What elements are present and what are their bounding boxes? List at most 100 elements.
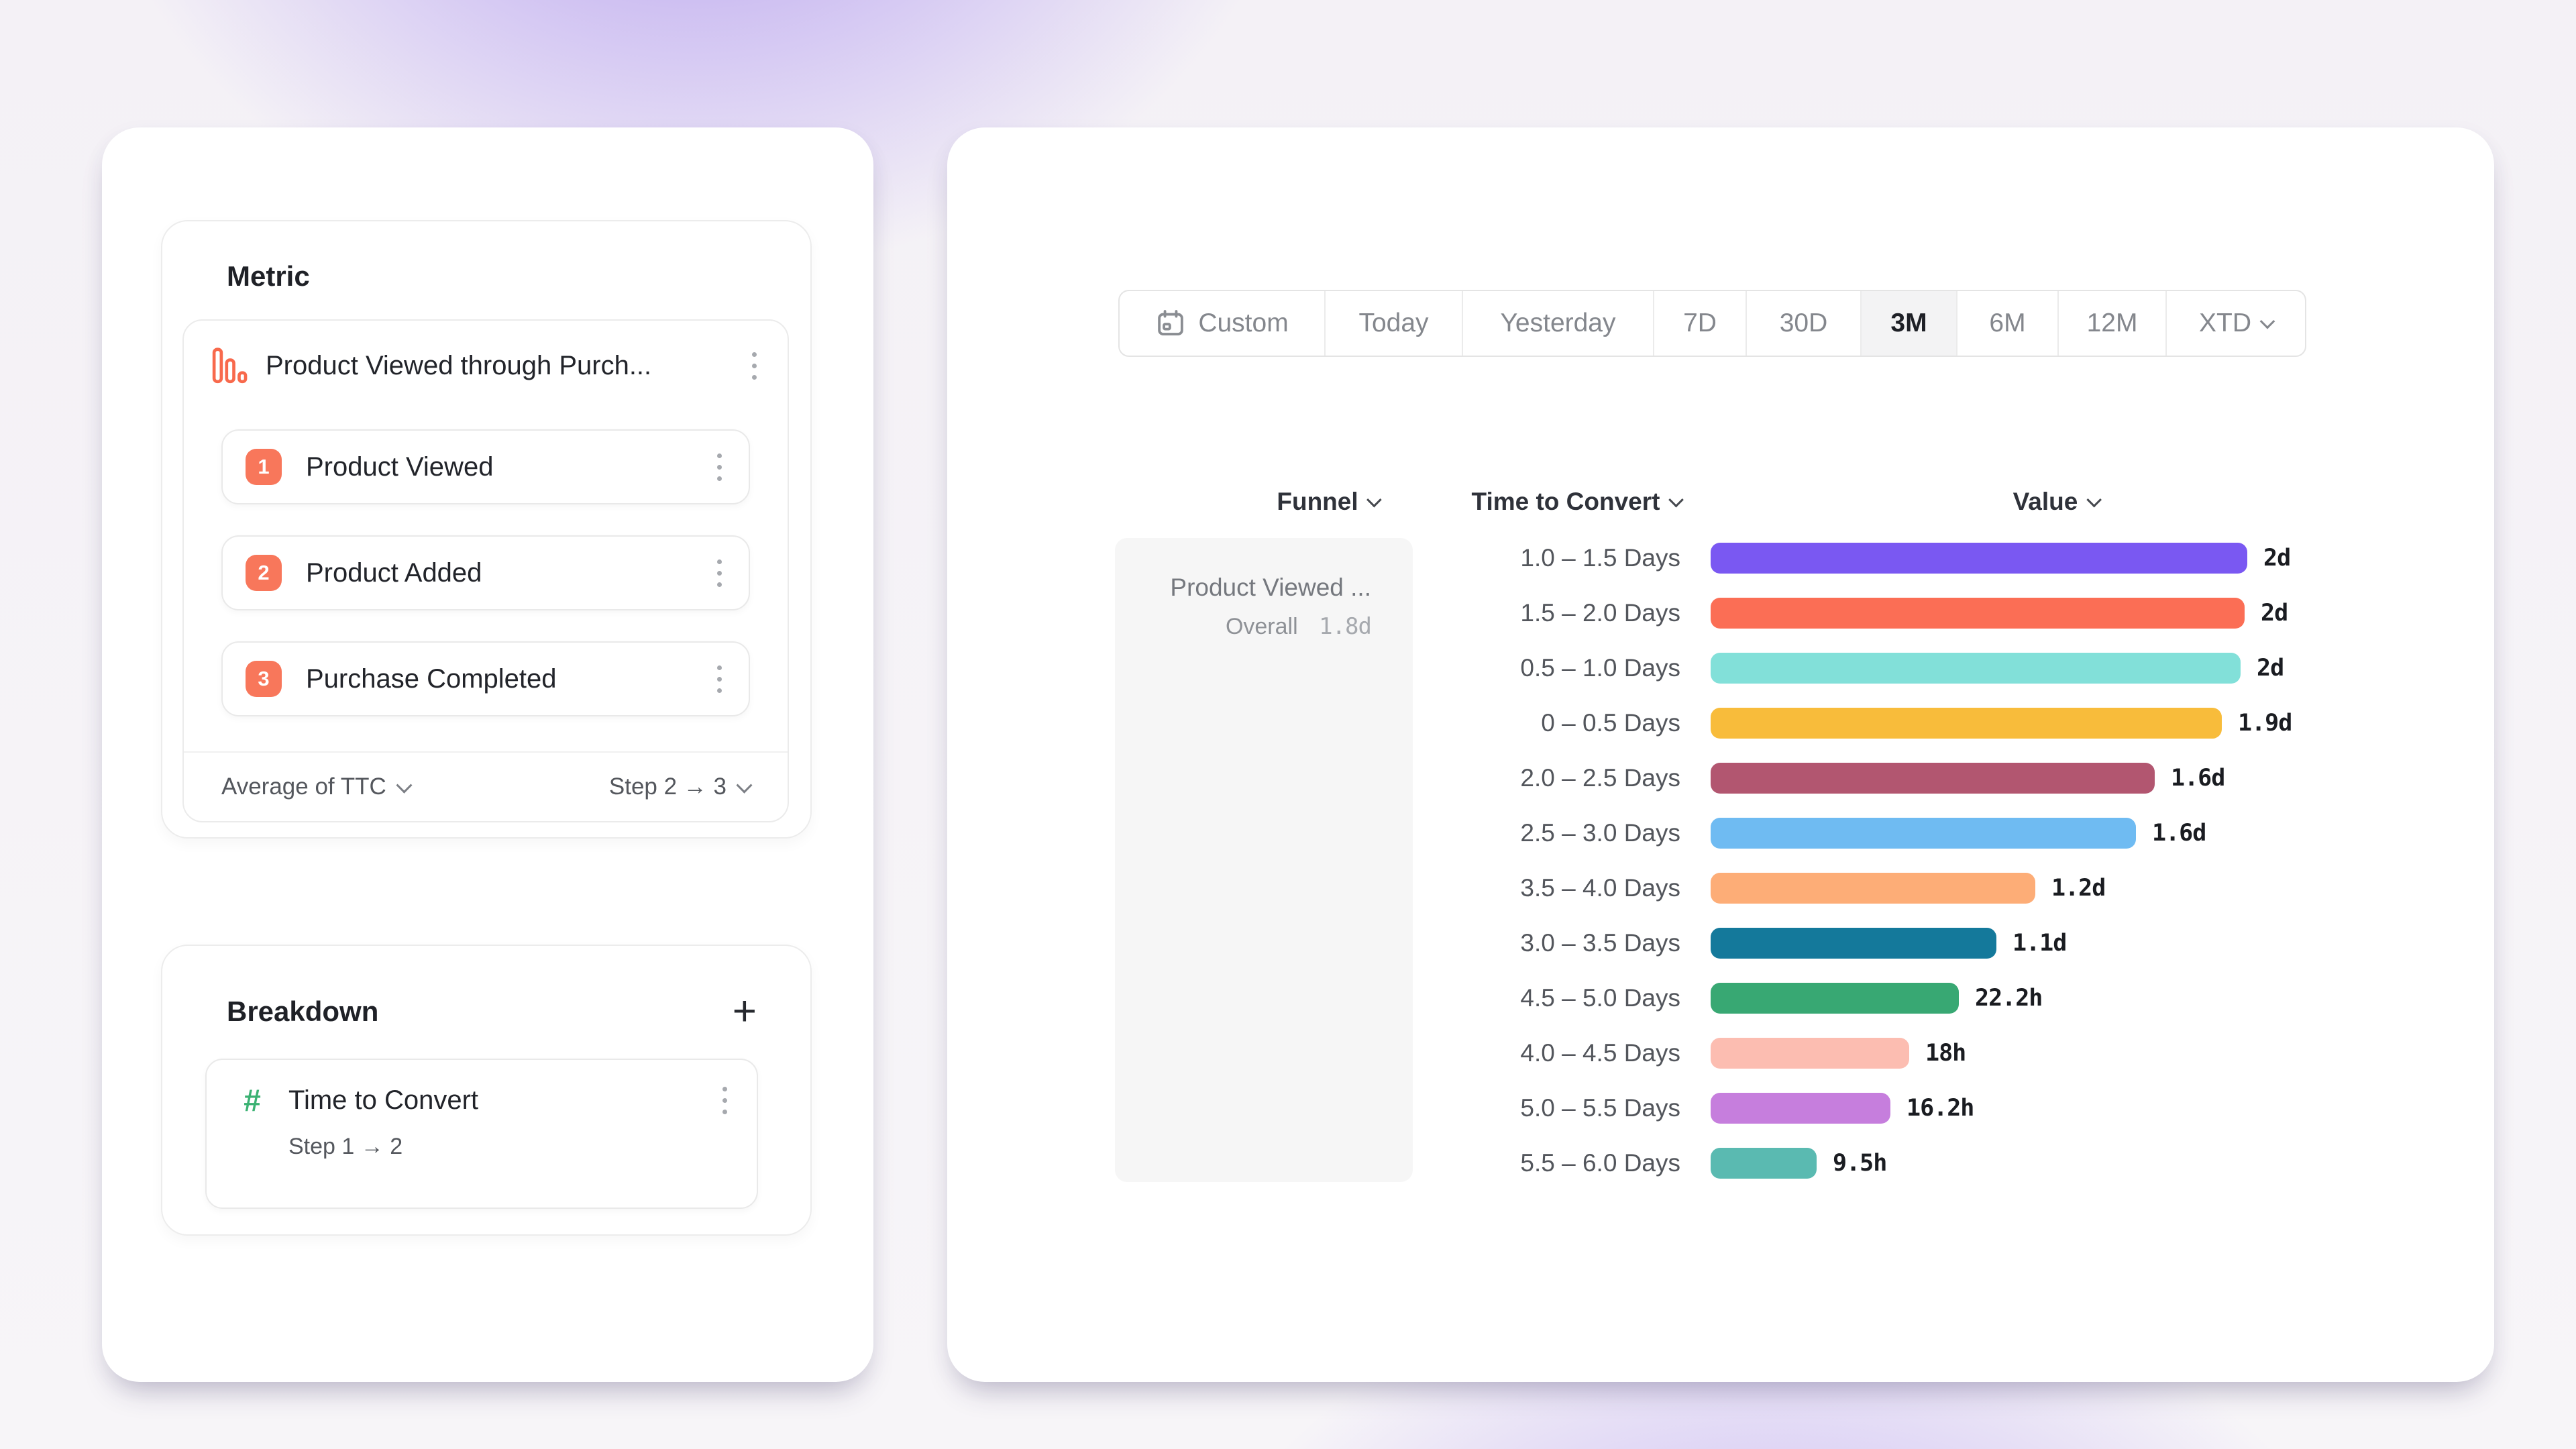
breakdown-section-title: Breakdown [227, 996, 379, 1027]
table-row: 5.5 – 6.0 Days 9.5h [947, 1136, 2494, 1191]
bucket-label: 0 – 0.5 Days [1541, 709, 1680, 737]
value-bar[interactable] [1711, 708, 2222, 739]
funnel-metric-title: Product Viewed through Purch... [266, 350, 652, 380]
value-bar[interactable] [1711, 763, 2155, 794]
date-range-label: Today [1358, 309, 1429, 337]
kebab-menu-icon[interactable] [748, 348, 761, 384]
date-range-option-custom[interactable]: Custom [1120, 291, 1324, 356]
date-range-label: Custom [1198, 309, 1289, 337]
step-event-label: Product Added [306, 557, 482, 588]
table-row: 3.0 – 3.5 Days 1.1d [947, 916, 2494, 971]
table-row: 2.5 – 3.0 Days 1.6d [947, 806, 2494, 861]
metric-footer-divider [184, 751, 788, 753]
overall-value: 1.8d [1319, 613, 1372, 640]
value-label: 2d [2261, 600, 2288, 627]
value-label: 2d [2257, 655, 2284, 682]
chevron-down-icon [396, 777, 413, 794]
bucket-label: 2.0 – 2.5 Days [1520, 764, 1680, 792]
breakdown-section: Breakdown + # Time to Convert Step 1 → 2 [161, 945, 812, 1236]
column-header-funnel[interactable]: Funnel [1277, 486, 1382, 518]
value-bar[interactable] [1711, 873, 2035, 904]
funnel-steps: 1 Product Viewed 2 Product Added 3 Purchase C… [184, 411, 788, 747]
value-bar[interactable] [1711, 598, 2245, 629]
chevron-down-icon [2086, 492, 2102, 508]
value-bar[interactable] [1711, 1038, 1909, 1069]
aggregation-label: Average of TTC [221, 773, 386, 800]
kebab-menu-icon[interactable] [713, 555, 726, 591]
chevron-down-icon [2259, 313, 2275, 329]
value-label: 1.6d [2152, 820, 2206, 847]
funnel-group-cell[interactable]: Product Viewed ... Overall 1.8d [1115, 538, 1413, 1182]
step-range-dropdown[interactable]: Step 2 → 3 [609, 773, 753, 800]
chevron-down-icon [1366, 492, 1382, 508]
add-breakdown-button[interactable]: + [732, 988, 757, 1034]
step-number-badge: 2 [246, 555, 282, 591]
date-range-label: Yesterday [1500, 309, 1616, 337]
kebab-menu-icon[interactable] [713, 661, 726, 697]
value-label: 18h [1925, 1040, 1966, 1067]
value-bar[interactable] [1711, 928, 1996, 959]
query-builder-panel: Metric Product Viewed through Purch... 1… [102, 127, 873, 1382]
chevron-down-icon [1668, 492, 1684, 508]
value-bar[interactable] [1711, 983, 1959, 1014]
breakdown-header: Breakdown + [227, 991, 757, 1032]
column-header-value[interactable]: Value [2013, 486, 2102, 518]
value-label: 2d [2263, 545, 2291, 572]
column-header-time-to-convert[interactable]: Time to Convert [1472, 486, 1684, 518]
value-bar[interactable] [1711, 818, 2136, 849]
table-row: 4.0 – 4.5 Days 18h [947, 1026, 2494, 1081]
date-range-option-xtd[interactable]: XTD [2165, 291, 2305, 356]
bucket-label: 1.0 – 1.5 Days [1520, 544, 1680, 572]
metric-section-title: Metric [227, 260, 310, 292]
table-row: 3.5 – 4.0 Days 1.2d [947, 861, 2494, 916]
date-range-label: 6M [1989, 309, 2026, 337]
kebab-menu-icon[interactable] [713, 449, 726, 485]
step-event-label: Product Viewed [306, 451, 494, 482]
funnel-metric-row[interactable]: Product Viewed through Purch... [184, 321, 788, 411]
value-bar[interactable] [1711, 543, 2247, 574]
date-range-option-7d[interactable]: 7D [1653, 291, 1746, 356]
bucket-label: 1.5 – 2.0 Days [1520, 599, 1680, 627]
calendar-icon [1158, 310, 1184, 336]
funnel-step-card[interactable]: 2 Product Added [221, 535, 750, 610]
value-bar[interactable] [1711, 1093, 1890, 1124]
date-range-option-3m[interactable]: 3M [1860, 291, 1956, 356]
step-number-badge: 3 [246, 661, 282, 697]
table-row: 0.5 – 1.0 Days 2d [947, 641, 2494, 696]
value-bar[interactable] [1711, 1148, 1817, 1179]
funnel-step-card[interactable]: 3 Purchase Completed [221, 641, 750, 716]
metric-card[interactable]: Product Viewed through Purch... 1 Product… [182, 319, 789, 822]
value-bar[interactable] [1711, 653, 2241, 684]
bucket-label: 3.0 – 3.5 Days [1520, 929, 1680, 957]
value-label: 1.2d [2051, 875, 2106, 902]
table-row: 5.0 – 5.5 Days 16.2h [947, 1081, 2494, 1136]
value-label: 1.1d [2012, 930, 2067, 957]
table-row: 0 – 0.5 Days 1.9d [947, 696, 2494, 751]
hash-number-icon: # [244, 1083, 261, 1118]
step-event-label: Purchase Completed [306, 663, 557, 694]
date-range-label: 30D [1779, 309, 1828, 337]
bucket-label: 3.5 – 4.0 Days [1520, 874, 1680, 902]
date-range-option-12m[interactable]: 12M [2057, 291, 2165, 356]
date-range-option-yesterday[interactable]: Yesterday [1462, 291, 1653, 356]
value-label: 1.6d [2171, 765, 2225, 792]
date-range-label: 7D [1683, 309, 1717, 337]
aggregation-dropdown[interactable]: Average of TTC [221, 773, 413, 800]
funnel-chart-icon [212, 347, 248, 384]
funnel-step-card[interactable]: 1 Product Viewed [221, 429, 750, 504]
value-label: 9.5h [1833, 1150, 1887, 1177]
table-row: 4.5 – 5.0 Days 22.2h [947, 971, 2494, 1026]
value-label: 16.2h [1907, 1095, 1974, 1122]
breakdown-step-range: Step 1 → 2 [288, 1134, 403, 1159]
bucket-label: 2.5 – 3.0 Days [1520, 819, 1680, 847]
breakdown-item-card[interactable]: # Time to Convert Step 1 → 2 [205, 1059, 758, 1209]
table-row: 1.5 – 2.0 Days 2d [947, 586, 2494, 641]
kebab-menu-icon[interactable] [718, 1083, 731, 1118]
date-range-option-6m[interactable]: 6M [1956, 291, 2057, 356]
date-range-option-30d[interactable]: 30D [1746, 291, 1860, 356]
bucket-label: 4.0 – 4.5 Days [1520, 1039, 1680, 1067]
value-label: 22.2h [1975, 985, 2043, 1012]
date-range-option-today[interactable]: Today [1324, 291, 1462, 356]
date-range-label: XTD [2199, 309, 2251, 337]
